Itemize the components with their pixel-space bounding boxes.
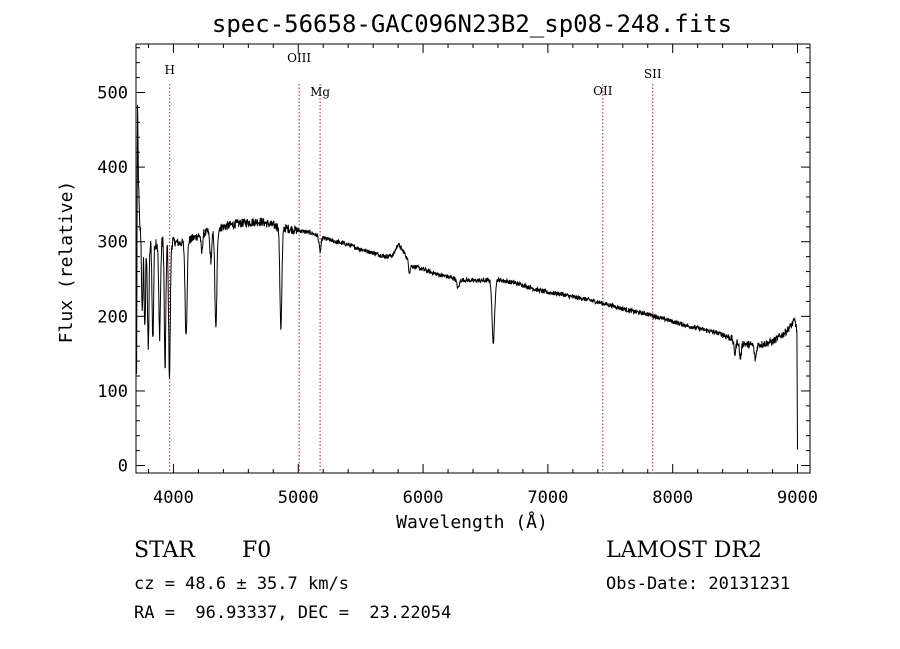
x-tick-label: 9000 (777, 488, 818, 508)
object-subclass: F0 (242, 538, 272, 563)
redshift-velocity: cz = 48.6 ± 35.7 km/s (134, 574, 349, 594)
y-tick-label: 100 (97, 382, 128, 402)
observation-date: Obs-Date: 20131231 (606, 574, 791, 594)
spectrum-line (136, 104, 798, 450)
x-tick-label: 4000 (153, 488, 194, 508)
spectral-line-label: Mg (310, 85, 330, 99)
spectral-line-label: OII (593, 84, 613, 98)
y-tick-label: 0 (118, 457, 128, 477)
spectral-line-label: OIII (287, 51, 311, 65)
spectral-line-label: H (164, 63, 174, 77)
y-axis: 0 100 200 300 400 500 (97, 47, 810, 477)
coordinates: RA = 96.93337, DEC = 23.22054 (134, 603, 452, 623)
plot-area: H OIII Mg OII SII (135, 43, 811, 474)
object-class: STAR (134, 538, 195, 563)
chart-title: spec-56658-GAC096N23B2_sp08-248.fits (212, 10, 732, 38)
y-tick-label: 300 (97, 233, 128, 253)
y-tick-label: 500 (97, 83, 128, 103)
y-tick-label: 200 (97, 307, 128, 327)
plot-frame (135, 43, 811, 474)
y-tick-label: 400 (97, 158, 128, 178)
x-tick-label: 6000 (403, 488, 444, 508)
x-tick-label: 5000 (278, 488, 319, 508)
survey-name: LAMOST DR2 (606, 538, 762, 563)
spectral-line-label: SII (644, 67, 662, 81)
x-tick-label: 8000 (652, 488, 693, 508)
spectral-line-markers: H OIII Mg OII SII (164, 51, 662, 473)
y-axis-label: Flux (relative) (56, 181, 77, 344)
x-axis: 4000 5000 6000 7000 8000 9000 (147, 44, 818, 508)
x-tick-label: 7000 (527, 488, 568, 508)
x-axis-label: Wavelength (Å) (396, 511, 548, 533)
